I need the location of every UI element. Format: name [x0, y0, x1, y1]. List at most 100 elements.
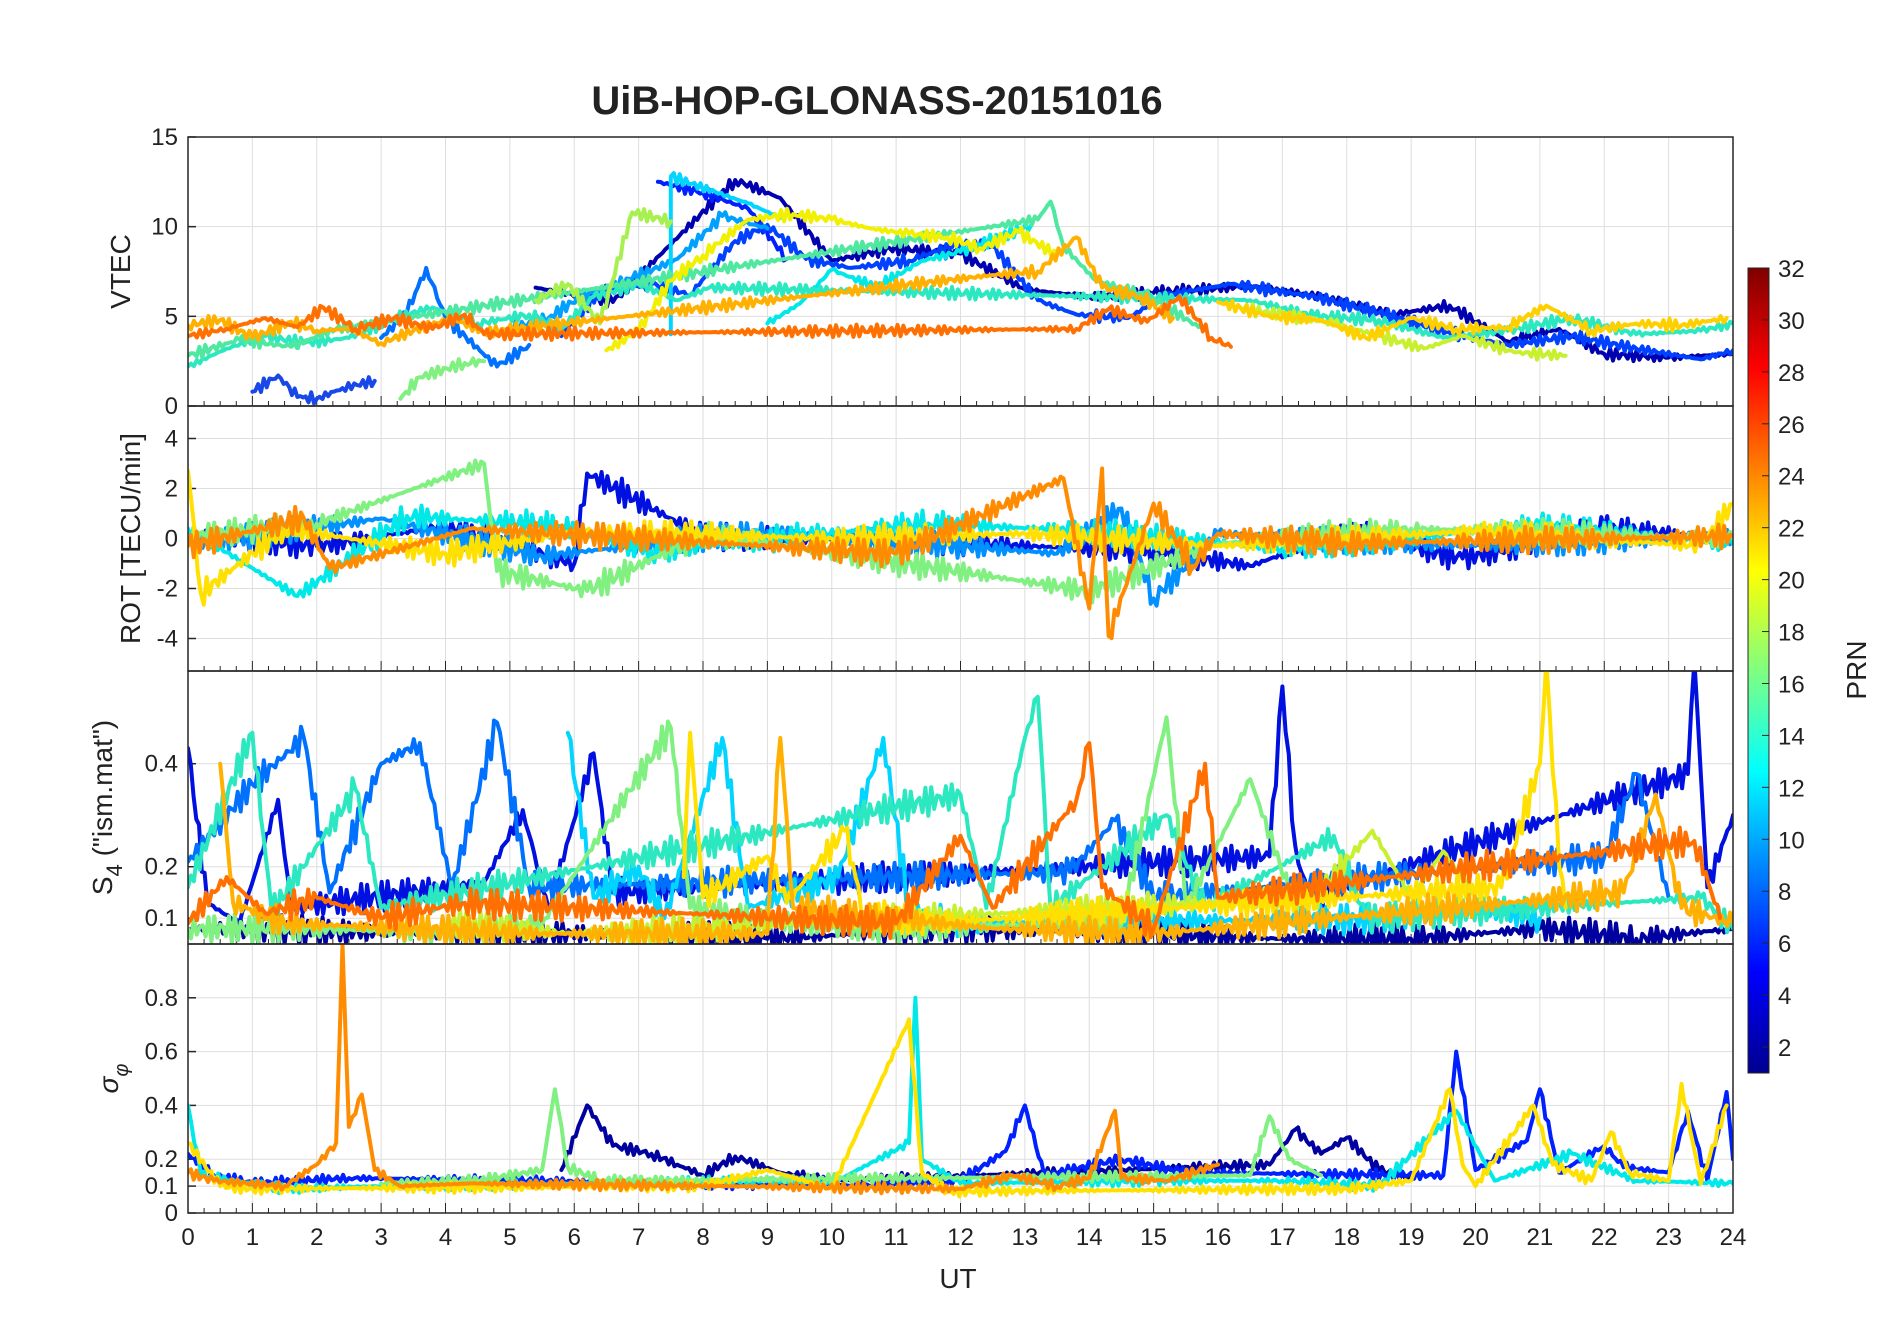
- y-tick-label: -4: [157, 626, 178, 653]
- series-line-prn-20: [188, 469, 1733, 607]
- series-line-prn-19: [604, 206, 1060, 353]
- x-tick-label: 2: [310, 1224, 323, 1251]
- y-axis-label: σφ: [93, 1064, 133, 1094]
- x-tick-label: 17: [1269, 1224, 1296, 1251]
- x-tick-label: 3: [374, 1224, 387, 1251]
- colorbar-tick-label: 24: [1778, 464, 1805, 491]
- chart-title: UiB-HOP-GLONASS-20151016: [591, 79, 1162, 123]
- series-line-prn-15: [188, 199, 1201, 360]
- y-axis-label-text: S4 ("ism.mat"): [87, 720, 127, 895]
- series-line-prn-16: [379, 1087, 1323, 1189]
- series-group-s4: [188, 671, 1733, 944]
- y-tick-label: 0.4: [145, 751, 178, 778]
- colorbar-tick-label: 20: [1778, 568, 1805, 595]
- series-line-prn-24: [188, 294, 1233, 349]
- x-tick-label: 12: [947, 1224, 974, 1251]
- x-tick-label: 5: [503, 1224, 516, 1251]
- series-group-vtec: [188, 171, 1733, 406]
- colorbar-tick-label: 12: [1778, 775, 1805, 802]
- y-tick-label: 0.2: [145, 1146, 178, 1173]
- y-axis-label-text: σφ: [93, 1064, 133, 1094]
- x-tick-label: 6: [568, 1224, 581, 1251]
- series-line-prn-10: [507, 210, 770, 336]
- panel-sigma: 00.10.2 0.4 0.6 0.8 σφ: [93, 943, 1734, 1227]
- y-tick-label: 15: [151, 124, 178, 151]
- x-tick-label: 18: [1333, 1224, 1360, 1251]
- y-tick-label: 0.6: [145, 1039, 178, 1066]
- colorbar-tick-label: 18: [1778, 620, 1805, 647]
- series-line-prn-12: [668, 171, 783, 337]
- y-tick-label: 0: [165, 393, 178, 420]
- y-tick-label: 0.1: [145, 1173, 178, 1200]
- y-tick-label: 0: [165, 526, 178, 553]
- colorbar-tick-label: 28: [1778, 360, 1805, 387]
- colorbar-tick-label: 4: [1778, 983, 1791, 1010]
- x-tick-label: 19: [1398, 1224, 1425, 1251]
- panel-s4: 0.1 0.2 0.4 S4 ("ism.mat"): [87, 670, 1734, 945]
- x-tick-label: 0: [181, 1224, 194, 1251]
- y-tick-label: -2: [157, 576, 178, 603]
- panel-rot: -4 -2 0 2 4 ROT [TECU/min]: [115, 405, 1734, 672]
- colorbar-tick-label: 2: [1778, 1035, 1791, 1062]
- x-tick-label: 7: [632, 1224, 645, 1251]
- series-line-prn-5: [250, 373, 377, 406]
- series-line-prn-23: [188, 466, 1733, 641]
- series-line-prn-16: [398, 356, 487, 401]
- colorbar-tick-label: 14: [1778, 723, 1805, 750]
- series-line-prn-24: [188, 741, 1723, 941]
- colorbar-tick-label: 26: [1778, 412, 1805, 439]
- x-tick-label: 16: [1205, 1224, 1232, 1251]
- series-line-prn-20: [681, 671, 1568, 937]
- series-line-prn-17: [533, 207, 673, 326]
- y-axis-label: ROT [TECU/min]: [115, 433, 146, 644]
- y-tick-label: 0.2: [145, 854, 178, 881]
- x-tick-label: 23: [1655, 1224, 1682, 1251]
- x-tick-label: 15: [1140, 1224, 1167, 1251]
- x-tick-label: 13: [1012, 1224, 1039, 1251]
- x-tick-label: 11: [884, 1224, 909, 1251]
- colorbar-tick-label: 16: [1778, 671, 1805, 698]
- series-line-prn-14: [188, 694, 1733, 935]
- x-tick-label: 4: [439, 1224, 452, 1251]
- series-line-prn-16: [188, 458, 1733, 605]
- colorbar-label: PRN: [1841, 640, 1872, 699]
- colorbar-tick-label: 8: [1778, 879, 1791, 906]
- y-tick-label: 0.8: [145, 985, 178, 1012]
- colorbar-tick-label: 10: [1778, 827, 1805, 854]
- x-tick-label: 24: [1720, 1224, 1747, 1251]
- colorbar-tick-label: 6: [1778, 931, 1791, 958]
- series-group-sigma: [188, 944, 1733, 1199]
- x-tick-label: 8: [696, 1224, 709, 1251]
- y-tick-label: 4: [165, 426, 178, 453]
- x-tick-label: 20: [1462, 1224, 1489, 1251]
- y-tick-label: 10: [151, 214, 178, 241]
- x-tick-label: 10: [818, 1224, 845, 1251]
- colorbar-tick-label: 22: [1778, 516, 1805, 543]
- y-tick-label: 0.4: [145, 1092, 178, 1119]
- x-tick-label: 1: [246, 1224, 259, 1251]
- series-line-prn-21: [1216, 298, 1729, 342]
- x-tick-label: 14: [1076, 1224, 1103, 1251]
- colorbar-gradient: [1747, 267, 1770, 1074]
- colorbar-tick-label: 30: [1778, 308, 1805, 335]
- series-line-prn-22: [218, 736, 1733, 944]
- y-tick-label: 0.1: [145, 905, 178, 932]
- y-tick-label: 2: [165, 476, 178, 503]
- x-axis-label: UT: [939, 1263, 976, 1294]
- y-axis-label: S4 ("ism.mat"): [87, 720, 127, 895]
- x-tick-label: 9: [761, 1224, 774, 1251]
- x-tick-labels: 0 1 2 3 4 5 6 7 8 9 10 11 12 13 14 15 16 17 18 19 20 21 22 23 24: [181, 1224, 1746, 1251]
- y-axis-label: VTEC: [105, 234, 136, 309]
- axes-frame-sigma: [187, 943, 1734, 1214]
- x-tick-label: 22: [1591, 1224, 1618, 1251]
- series-line-prn-23: [188, 944, 1220, 1196]
- x-tick-label: 21: [1527, 1224, 1554, 1251]
- panel-vtec: 0 5 10 15 VTEC: [105, 124, 1734, 420]
- y-tick-label: 5: [165, 303, 178, 330]
- series-group-rot: [188, 458, 1733, 641]
